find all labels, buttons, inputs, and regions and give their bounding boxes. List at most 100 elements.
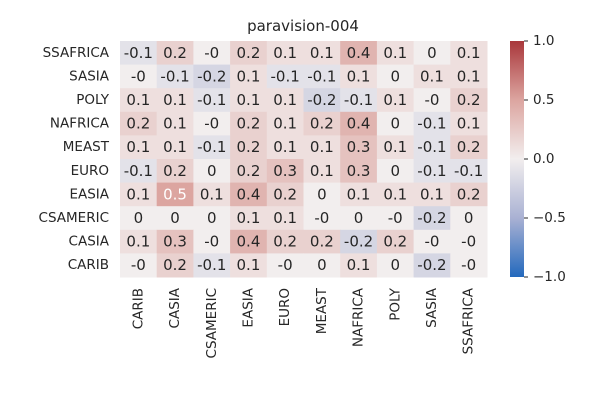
heatmap-cell-label: 0	[390, 67, 400, 85]
heatmap-cell	[193, 135, 231, 160]
heatmap-cell	[230, 182, 268, 207]
heatmap-cell-label: 0.1	[310, 162, 334, 180]
heatmap-cell	[120, 182, 158, 207]
heatmap-cell-label: 0.4	[347, 44, 371, 62]
heatmap-cell	[120, 135, 158, 160]
heatmap-cell-label: 0.1	[273, 44, 297, 62]
heatmap-cell-label: 0.1	[347, 67, 371, 85]
heatmap-cell-label: 0.3	[273, 162, 297, 180]
heatmap-cell-label: 0.4	[237, 233, 261, 251]
heatmap-cell-label: 0.1	[273, 209, 297, 227]
heatmap-cell-label: 0.1	[126, 233, 150, 251]
heatmap-cell-label: 0.2	[163, 44, 187, 62]
heatmap-cell	[193, 159, 231, 184]
heatmap-cell	[120, 111, 158, 136]
heatmap-cell-label: -0.1	[307, 67, 336, 85]
heatmap-cell	[230, 253, 268, 278]
heatmap-cell-label: 0.3	[347, 138, 371, 156]
heatmap-cells: -0.1 0.2 -0 0.2 0.1 0.1 0.4 0.1 0 0.1 -0 -0.1 -0.2 0.…	[120, 41, 488, 278]
heatmap-cell	[193, 206, 231, 231]
colorbar-tick-label: 0.0	[533, 151, 554, 167]
heatmap-cell-label: 0.1	[383, 44, 407, 62]
heatmap-cell-label: -0.1	[197, 138, 226, 156]
heatmap-cell-label: 0.3	[163, 233, 187, 251]
heatmap-cell-label: 0.1	[420, 67, 444, 85]
x-tick-label: EASIA	[240, 287, 256, 327]
heatmap-cell	[266, 229, 304, 254]
heatmap-cell-label: 0.1	[420, 185, 444, 203]
heatmap-cell	[266, 182, 304, 207]
heatmap-cell-label: 0.2	[383, 233, 407, 251]
heatmap-cell-label: -0.1	[124, 44, 153, 62]
heatmap-cell-label: 0.1	[126, 185, 150, 203]
heatmap-cell-label: -0.2	[417, 256, 446, 274]
heatmap-cell-label: 0.1	[273, 91, 297, 109]
y-tick-label: MEAST	[63, 139, 110, 155]
heatmap-cell-label: 0.1	[310, 138, 334, 156]
heatmap-cell-label: 0.2	[310, 115, 334, 133]
heatmap-cell-label: 0.1	[126, 91, 150, 109]
heatmap-cell-label: 0.1	[383, 185, 407, 203]
heatmap-cell-label: -0	[424, 91, 439, 109]
heatmap-cell	[120, 64, 158, 89]
heatmap-cell	[193, 111, 231, 136]
y-tick-label: SSAFRICA	[43, 45, 110, 61]
heatmap-cell-label: 0	[464, 209, 474, 227]
heatmap-cell-label: -0.2	[344, 233, 373, 251]
heatmap-cell-label: 0.2	[163, 256, 187, 274]
heatmap-cell	[450, 253, 488, 278]
heatmap-cell	[156, 111, 194, 136]
heatmap-cell-label: 0.1	[237, 67, 261, 85]
heatmap-cell-label: 0.1	[237, 256, 261, 274]
heatmap-cell-label: -0.1	[271, 67, 300, 85]
heatmap-cell	[340, 253, 378, 278]
heatmap-cell	[156, 159, 194, 184]
heatmap-cell	[413, 206, 451, 231]
heatmap-cell	[156, 206, 194, 231]
heatmap-cell-label: 0	[134, 209, 144, 227]
heatmap-cell	[340, 182, 378, 207]
heatmap-cell-label: 0.1	[200, 185, 224, 203]
heatmap-cell	[450, 64, 488, 89]
heatmap-cell	[303, 135, 341, 160]
heatmap-cell	[340, 159, 378, 184]
heatmap-cell-label: -0.2	[197, 67, 226, 85]
heatmap-cell-label: -0	[461, 233, 476, 251]
x-tick-label: SASIA	[424, 287, 440, 328]
heatmap-cell-label: 0.1	[273, 115, 297, 133]
heatmap-cell-label: 0.1	[163, 115, 187, 133]
heatmap-cell	[413, 253, 451, 278]
heatmap-cell-label: -0.1	[197, 256, 226, 274]
heatmap-cell-label: -0	[204, 44, 219, 62]
heatmap-cell-label: 0.2	[457, 138, 481, 156]
heatmap-cell-label: 0.2	[163, 162, 187, 180]
heatmap-cell	[376, 64, 415, 89]
heatmap-cell-label: -0	[461, 256, 476, 274]
heatmap-cell-label: 0.1	[126, 138, 150, 156]
heatmap-cell-label: 0.1	[310, 44, 334, 62]
heatmap-cell	[266, 41, 304, 66]
colorbar-tick-label: −0.5	[533, 210, 566, 226]
heatmap-cell	[303, 182, 341, 207]
heatmap-cell-label: 0.1	[383, 91, 407, 109]
colorbar-tick-label: 0.5	[533, 92, 554, 108]
heatmap-cell-label: -0	[424, 233, 439, 251]
x-tick-label: NAFRICA	[351, 287, 367, 347]
heatmap-cell	[156, 135, 194, 160]
heatmap-cell	[120, 41, 158, 66]
heatmap-cell	[376, 229, 415, 254]
heatmap-cell-label: -0	[314, 209, 329, 227]
heatmap-cell	[340, 135, 378, 160]
heatmap-cell-label: 0	[390, 162, 400, 180]
heatmap-cell	[230, 206, 268, 231]
heatmap-cell	[376, 253, 415, 278]
heatmap-cell-label: 0	[317, 185, 327, 203]
heatmap-cell	[413, 64, 451, 89]
heatmap-cell-label: 0.1	[347, 256, 371, 274]
heatmap-cell	[303, 64, 341, 89]
heatmap-cell-label: 0.3	[347, 162, 371, 180]
colorbar-gradient	[510, 41, 524, 277]
heatmap-cell-label: -0.1	[124, 162, 153, 180]
heatmap-cell-label: 0.2	[273, 233, 297, 251]
